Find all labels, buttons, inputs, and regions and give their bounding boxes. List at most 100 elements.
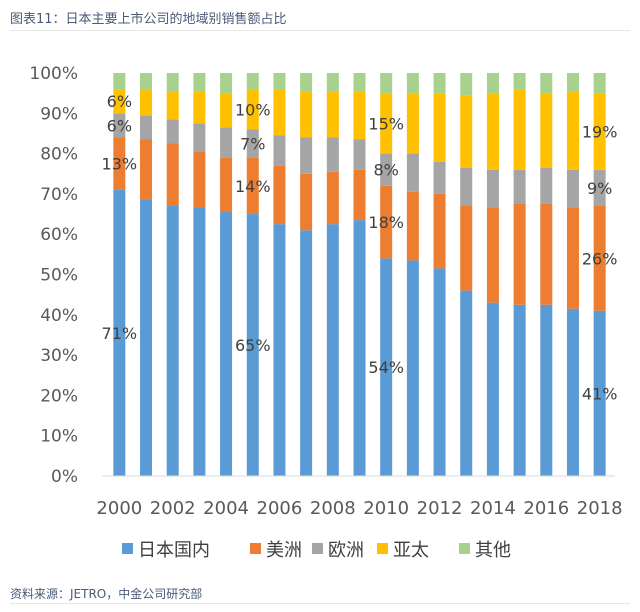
bar-2009-其他 <box>353 73 366 92</box>
bar-2018-欧洲 <box>593 169 606 206</box>
bar-2002-欧洲 <box>166 119 179 144</box>
y-tick-label: 50% <box>40 266 78 286</box>
data-label-2018-欧洲: 9% <box>587 179 612 198</box>
bar-2014-日本国内 <box>486 302 499 476</box>
y-tick-label: 100% <box>29 64 78 84</box>
bottom-divider <box>10 603 630 604</box>
bar-2010-其他 <box>380 73 393 94</box>
bar-2005-亚太 <box>246 89 259 130</box>
bar-2006-欧洲 <box>273 135 286 166</box>
bar-2004-日本国内 <box>220 212 233 476</box>
bar-2004-其他 <box>220 73 233 94</box>
bar-2006-亚太 <box>273 89 286 136</box>
bar-2010-日本国内 <box>380 258 393 476</box>
data-label-2000-日本国内: 71% <box>102 324 138 343</box>
legend-label-亚太: 亚太 <box>393 540 429 561</box>
bar-2013-欧洲 <box>460 167 473 206</box>
bar-2004-亚太 <box>220 93 233 128</box>
x-tick-label: 2010 <box>363 498 409 519</box>
bar-2006-其他 <box>273 73 286 90</box>
bar-2018-美洲 <box>593 205 606 311</box>
bar-2007-欧洲 <box>300 137 313 174</box>
bar-2003-其他 <box>193 73 206 92</box>
bar-2015-亚太 <box>513 89 526 170</box>
x-tick-label: 2012 <box>417 498 463 519</box>
bar-2007-其他 <box>300 73 313 92</box>
bar-2010-欧洲 <box>380 153 393 186</box>
data-label-2000-亚太: 6% <box>107 92 132 111</box>
x-tick-label: 2000 <box>96 498 142 519</box>
bar-2007-美洲 <box>300 173 313 231</box>
bar-2003-日本国内 <box>193 208 206 476</box>
bar-2018-亚太 <box>593 93 606 170</box>
bar-2001-亚太 <box>140 89 153 116</box>
bar-2003-欧洲 <box>193 123 206 152</box>
bar-2015-其他 <box>513 73 526 90</box>
bar-2008-亚太 <box>326 91 339 138</box>
legend-label-日本国内: 日本国内 <box>138 540 210 561</box>
y-tick-label: 20% <box>40 386 78 406</box>
y-tick-label: 80% <box>40 145 78 165</box>
data-label-2010-美洲: 18% <box>368 213 404 232</box>
title-divider <box>10 30 630 31</box>
data-label-2005-日本国内: 65% <box>235 336 271 355</box>
data-label-2010-亚太: 15% <box>368 114 404 133</box>
x-tick-label: 2006 <box>257 498 303 519</box>
legend-label-其他: 其他 <box>475 540 511 561</box>
bar-2004-欧洲 <box>220 127 233 158</box>
bar-2008-日本国内 <box>326 224 339 477</box>
bar-2000-日本国内 <box>113 189 126 476</box>
bar-2018-日本国内 <box>593 310 606 476</box>
bar-2012-其他 <box>433 73 446 94</box>
bar-2014-欧洲 <box>486 169 499 209</box>
data-label-2018-亚太: 19% <box>582 122 618 141</box>
y-tick-label: 10% <box>40 427 78 447</box>
bar-2010-亚太 <box>380 93 393 154</box>
bar-2015-日本国内 <box>513 304 526 476</box>
bar-2011-其他 <box>406 73 419 94</box>
bar-2015-美洲 <box>513 203 526 305</box>
bar-2018-其他 <box>593 73 606 94</box>
bar-2003-美洲 <box>193 151 206 208</box>
data-label-2018-美洲: 26% <box>582 249 618 268</box>
data-label-2005-亚太: 10% <box>235 100 271 119</box>
bar-2012-日本国内 <box>433 268 446 476</box>
bar-2005-美洲 <box>246 157 259 215</box>
bar-2013-其他 <box>460 73 473 96</box>
data-label-2005-欧洲: 7% <box>240 135 265 154</box>
bar-2017-其他 <box>566 73 579 92</box>
bar-2000-其他 <box>113 73 126 90</box>
bar-2017-美洲 <box>566 208 579 309</box>
bar-2016-亚太 <box>540 93 553 168</box>
data-label-2000-欧洲: 6% <box>107 116 132 135</box>
bar-2004-美洲 <box>220 157 233 213</box>
bar-2005-欧洲 <box>246 129 259 158</box>
bar-2003-亚太 <box>193 91 206 124</box>
bar-2006-美洲 <box>273 165 286 225</box>
x-tick-label: 2016 <box>523 498 569 519</box>
bar-2002-其他 <box>166 73 179 92</box>
x-tick-label: 2014 <box>470 498 516 519</box>
bar-2014-美洲 <box>486 208 499 303</box>
bar-2008-美洲 <box>326 171 339 225</box>
bar-2010-美洲 <box>380 185 393 259</box>
legend: 日本国内 美洲 欧洲 亚太 其他 <box>122 540 511 561</box>
bar-2005-日本国内 <box>246 214 259 477</box>
bar-2016-美洲 <box>540 203 553 305</box>
bar-2016-欧洲 <box>540 167 553 204</box>
x-tick-label: 2018 <box>577 498 623 519</box>
y-axis: 0% 10% 20% 30% 40% 50% 60% 70% 80% 90% 100% <box>29 64 78 487</box>
bar-2009-美洲 <box>353 169 366 221</box>
y-tick-label: 90% <box>40 104 78 124</box>
bar-2011-亚太 <box>406 93 419 154</box>
bar-2011-欧洲 <box>406 153 419 192</box>
y-tick-label: 70% <box>40 185 78 205</box>
data-label-2005-美洲: 14% <box>235 177 271 196</box>
bar-2007-日本国内 <box>300 230 313 476</box>
legend-swatch-欧洲 <box>312 543 323 554</box>
bar-2014-其他 <box>486 73 499 94</box>
bar-2016-其他 <box>540 73 553 94</box>
stacked-bar-chart: 0%10%20%30%40%50%60%70%80%90%100% 2000 20… <box>29 64 623 561</box>
bar-2013-亚太 <box>460 95 473 168</box>
bar-2013-日本国内 <box>460 290 473 476</box>
